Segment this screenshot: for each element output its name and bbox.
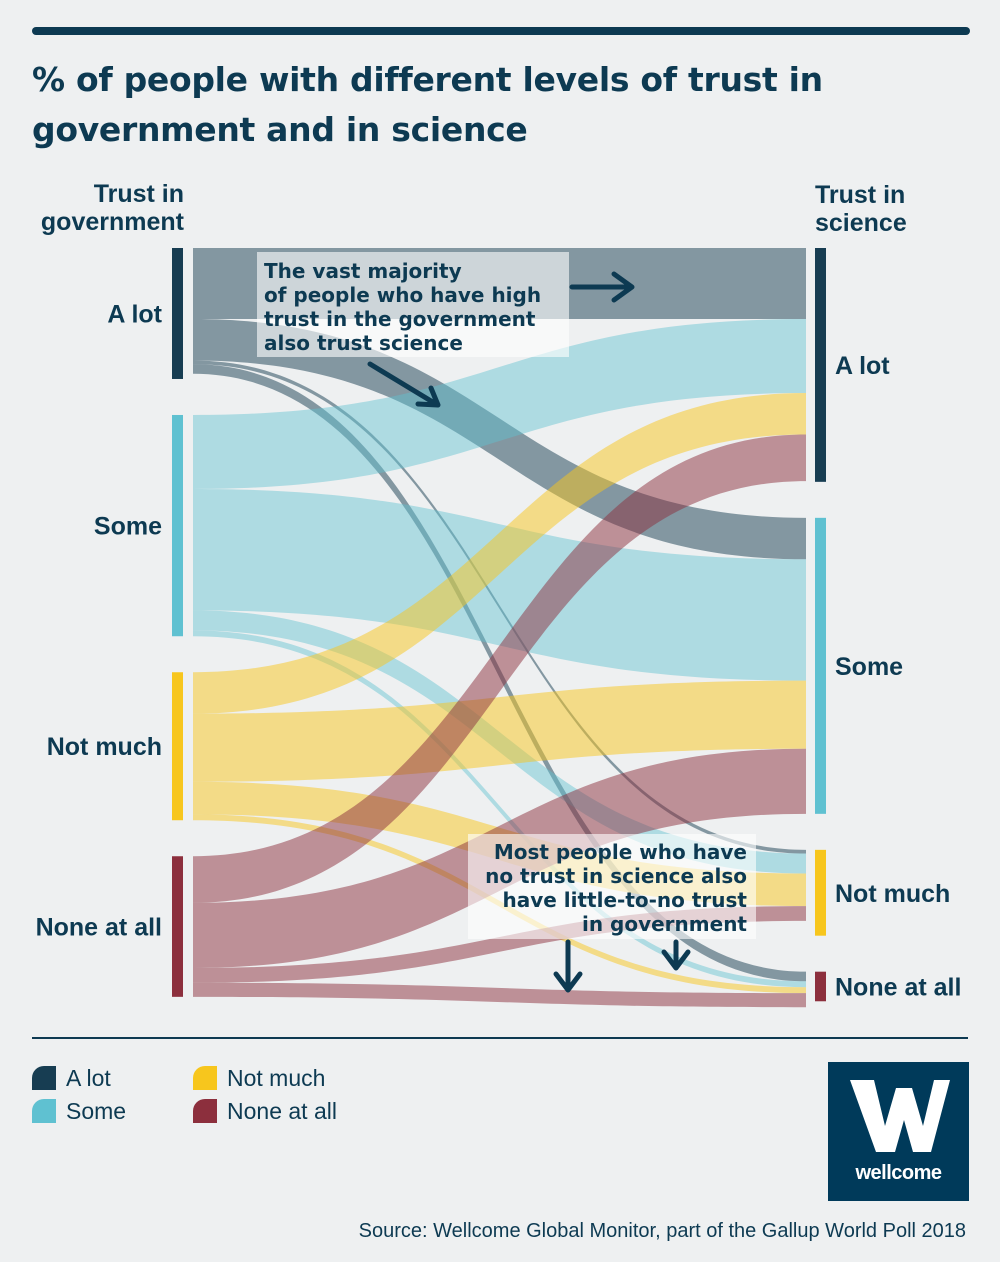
node-labels: A lot Some Not much None at all A lot Some Not… — [36, 300, 962, 1001]
left-axis-title-line1: Trust in — [94, 180, 184, 208]
annotation-line: in government — [582, 912, 747, 936]
right-node-label-some: Some — [835, 653, 903, 681]
annotation-line: of people who have high — [264, 283, 541, 307]
legend-divider — [32, 1037, 968, 1039]
legend-item-a-lot: A lot — [32, 1064, 111, 1092]
right-axis-title-line1: Trust in — [815, 181, 905, 209]
flow-not-much-to-some — [193, 680, 806, 782]
legend-item-some: Some — [32, 1097, 126, 1125]
legend-swatch — [32, 1066, 56, 1090]
annotation-box — [468, 834, 756, 939]
source-note: Source: Wellcome Global Monitor, part of… — [358, 1220, 966, 1242]
legend-item-not-much: Not much — [193, 1064, 325, 1092]
left-node-bar-some — [172, 414, 183, 637]
arrow-down-icon — [661, 939, 691, 971]
left-node-bar-a-lot — [172, 248, 183, 379]
left-node-label-a-lot: A lot — [107, 300, 162, 328]
annotation-line: have little-to-no trust — [502, 888, 747, 912]
arrow-down-icon — [553, 939, 583, 993]
annotation-box — [257, 252, 569, 357]
right-node-bar-not-much — [815, 849, 826, 936]
flow-none-at-all-to-a-lot — [193, 434, 806, 903]
logo-wordmark: wellcome — [855, 1162, 942, 1184]
flow-some-to-none-at-all — [193, 630, 806, 988]
w-logo-icon — [850, 1080, 950, 1152]
left-node-bar-not-much — [172, 672, 183, 821]
annotation-no-trust: Most people who have no trust in science… — [468, 834, 756, 993]
right-node-label-not-much: Not much — [835, 880, 950, 908]
node-bars — [172, 248, 826, 1002]
annotation-line: no trust in science also — [485, 864, 747, 888]
legend-swatch — [193, 1099, 217, 1123]
flow-some-to-some — [193, 488, 806, 681]
right-node-bar-a-lot — [815, 248, 826, 482]
left-node-bar-none-at-all — [172, 856, 183, 997]
legend-item-none-at-all: None at all — [193, 1097, 337, 1125]
annotation-line: trust in the government — [264, 307, 536, 331]
right-node-label-none-at-all: None at all — [835, 973, 961, 1001]
annotation-high-trust: The vast majority of people who have hig… — [257, 252, 635, 408]
flow-none-at-all-to-none-at-all — [193, 982, 806, 1008]
top-rule — [32, 27, 970, 35]
wellcome-logo: wellcome — [828, 1062, 969, 1201]
chart-title: % of people with different levels of tru… — [32, 60, 823, 149]
right-node-label-a-lot: A lot — [835, 352, 890, 380]
left-node-label-some: Some — [94, 513, 162, 541]
flow-some-to-a-lot — [193, 319, 806, 489]
annotation-line: also trust science — [264, 331, 463, 355]
arrow-down-right-icon — [367, 361, 441, 408]
annotation-line: Most people who have — [494, 840, 747, 864]
sankey-chart: A lot Some Not much None at all A lot Some Not… — [36, 180, 962, 1008]
legend-label: Not much — [227, 1064, 326, 1091]
legend-swatch — [193, 1066, 217, 1090]
legend-label: Some — [66, 1097, 127, 1124]
left-node-label-none-at-all: None at all — [36, 914, 162, 942]
legend-label: None at all — [227, 1097, 337, 1124]
annotation-line: The vast majority — [264, 259, 462, 283]
left-axis-title-line2: government — [41, 208, 185, 236]
right-node-bar-some — [815, 517, 826, 814]
legend-label: A lot — [66, 1064, 111, 1091]
left-node-label-not-much: Not much — [47, 733, 162, 761]
legend-swatch — [32, 1099, 56, 1123]
right-node-bar-none-at-all — [815, 971, 826, 1002]
right-axis-title-line2: science — [815, 209, 907, 237]
flow-a-lot-to-not-much — [193, 360, 806, 854]
arrow-right-icon — [569, 271, 635, 303]
flow-not-much-to-a-lot — [193, 393, 806, 714]
